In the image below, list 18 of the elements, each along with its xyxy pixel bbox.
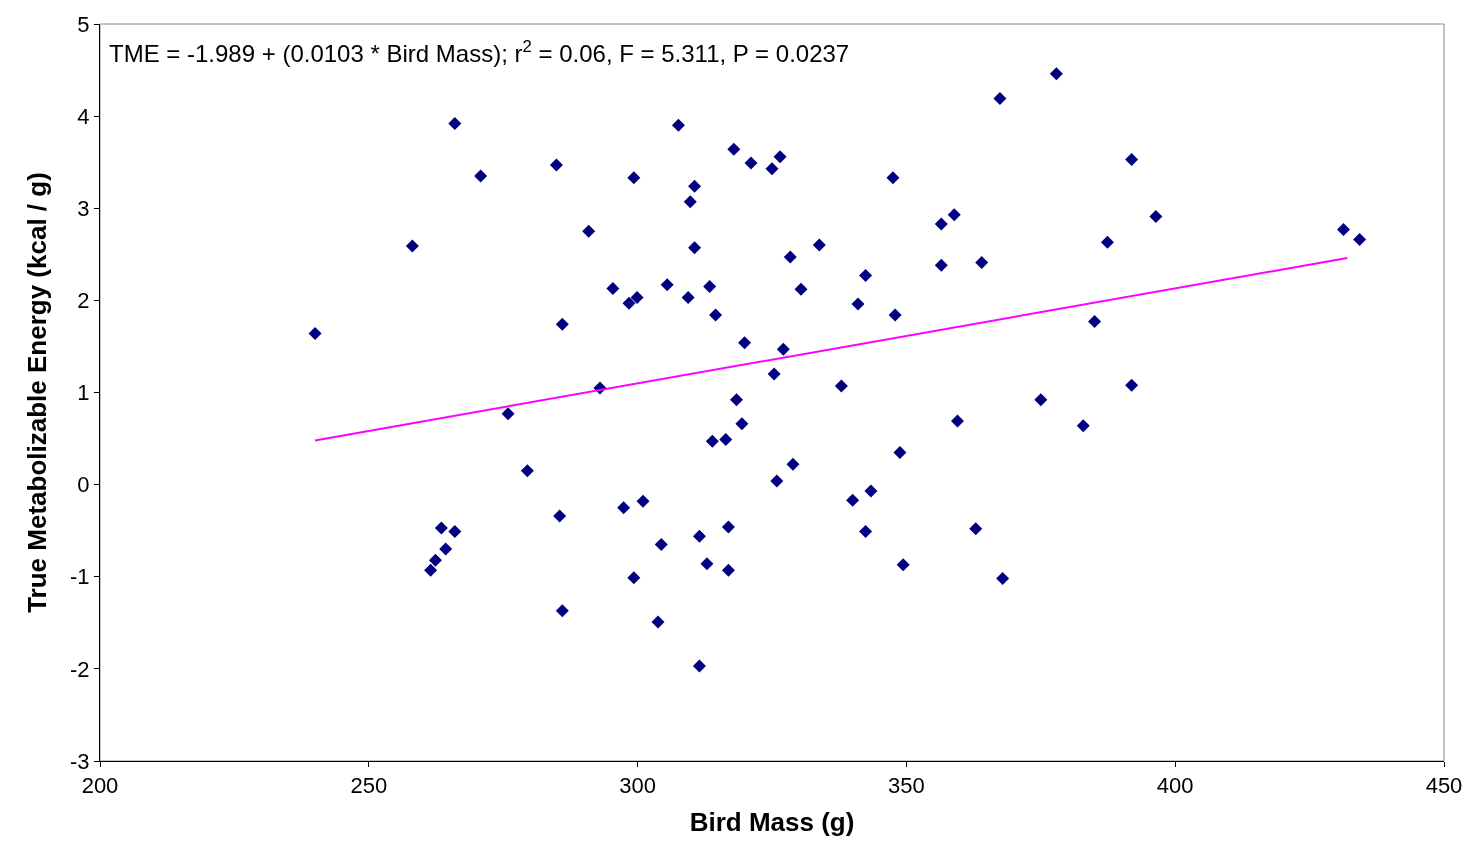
x-axis-title: Bird Mass (g) — [689, 807, 855, 838]
y-tick-label: 2 — [77, 288, 90, 314]
y-tick-label: 1 — [77, 380, 90, 406]
y-tick-label: 4 — [77, 103, 90, 129]
annotation: TME = -1.989 + (0.0103 * Bird Mass); r$^{2}$ = 0.06, F = 5.311, P = 0.0237 — [109, 37, 850, 68]
y-tick-label: 0 — [77, 472, 90, 498]
y-tick-label: -1 — [70, 564, 90, 590]
y-tick-label: 3 — [77, 195, 90, 221]
y-tick-label: 5 — [77, 11, 90, 37]
x-tick-label: 350 — [888, 773, 925, 799]
x-tick-label: 300 — [619, 773, 656, 799]
x-tick-label: 400 — [1156, 773, 1194, 799]
x-tick-label: 250 — [350, 773, 388, 799]
x-tick-label: 200 — [81, 773, 119, 799]
y-axis-title: True Metabolizable Energy (kcal / g) — [22, 172, 53, 613]
x-tick-label: 450 — [1425, 773, 1463, 799]
y-tick-label: -2 — [70, 656, 90, 682]
y-tick-label: -3 — [70, 748, 90, 774]
